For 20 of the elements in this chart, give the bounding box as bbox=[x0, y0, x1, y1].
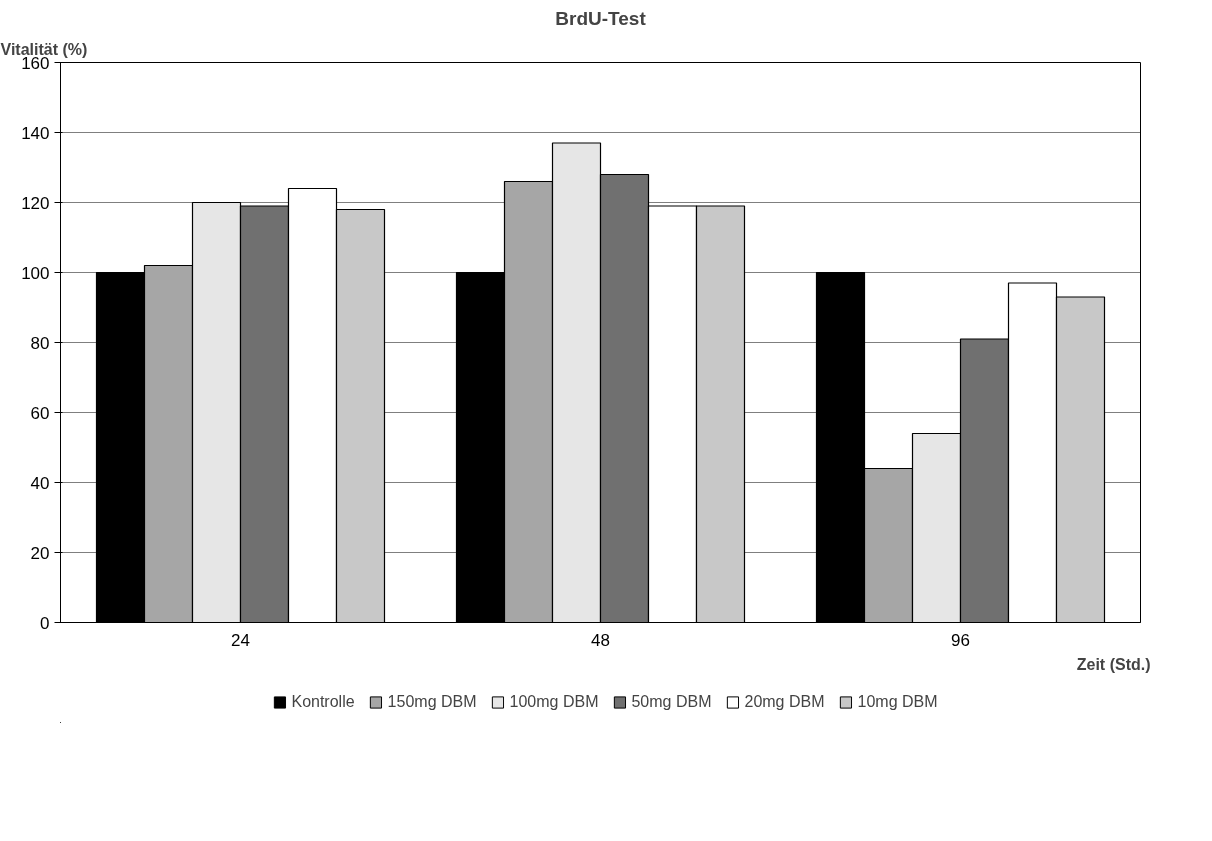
legend-label: 10mg DBM bbox=[857, 693, 938, 711]
y-axis-title: Vitalität (%) bbox=[0, 40, 88, 58]
y-tick-label: 0 bbox=[40, 613, 50, 633]
y-tick-label: 40 bbox=[30, 473, 50, 493]
y-tick-label: 100 bbox=[21, 263, 50, 283]
legend-label: 20mg DBM bbox=[744, 693, 825, 711]
y-tick-label: 140 bbox=[21, 123, 50, 143]
chart-title: BrdU-Test bbox=[555, 7, 647, 29]
legend-label: Kontrolle bbox=[291, 693, 355, 711]
legend-label: 100mg DBM bbox=[509, 693, 599, 711]
x-tick-label: 24 bbox=[231, 630, 250, 650]
y-tick-label: 60 bbox=[30, 403, 50, 423]
y-tick-label: 80 bbox=[30, 333, 50, 353]
x-tick-label: 96 bbox=[951, 630, 970, 650]
x-tick-label: 48 bbox=[591, 630, 610, 650]
y-tick-label: 120 bbox=[21, 193, 50, 213]
legend-label: 50mg DBM bbox=[631, 693, 712, 711]
y-tick-label: 20 bbox=[30, 543, 50, 563]
legend-label: 150mg DBM bbox=[387, 693, 477, 711]
x-axis-title: Zeit (Std.) bbox=[1076, 655, 1151, 673]
